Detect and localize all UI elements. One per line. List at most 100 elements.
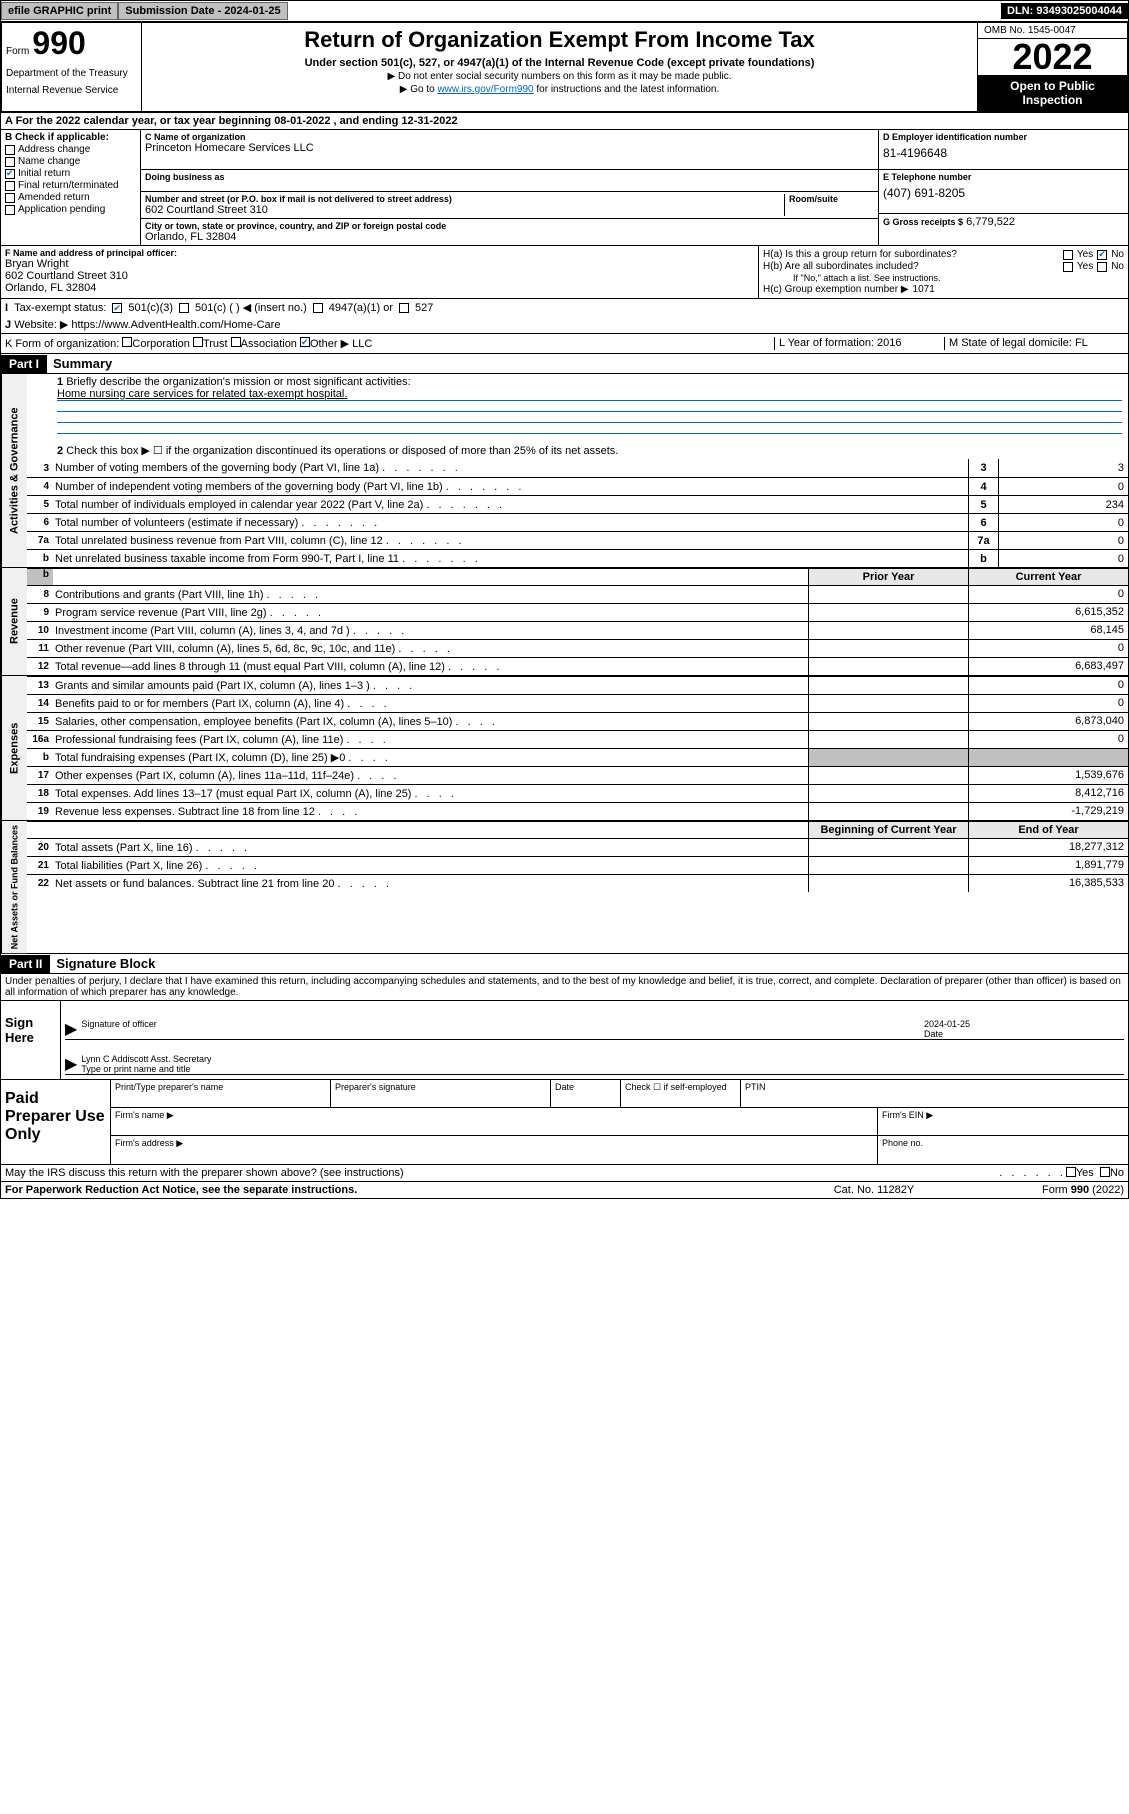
gov-line: 3Number of voting members of the governi… <box>27 459 1128 477</box>
street-label: Number and street (or P.O. box if mail i… <box>145 194 784 204</box>
col-b-checkboxes: B Check if applicable: Address changeNam… <box>1 130 141 245</box>
colb-item[interactable]: Initial return <box>5 168 136 179</box>
ha-yes-chk[interactable] <box>1063 250 1073 260</box>
discuss-row: May the IRS discuss this return with the… <box>0 1165 1129 1182</box>
other-chk[interactable] <box>300 337 310 347</box>
row-i-j: I Tax-exempt status: 501(c)(3) 501(c) ( … <box>0 299 1129 334</box>
exp-line: 14Benefits paid to or for members (Part … <box>27 694 1128 712</box>
org-info-block: B Check if applicable: Address changeNam… <box>0 130 1129 246</box>
prep-name-label: Print/Type preparer's name <box>111 1080 331 1107</box>
officer-typed-name: Lynn C Addiscott Asst. Secretary <box>81 1054 211 1064</box>
form-ref: Form 990 (2022) <box>974 1184 1124 1196</box>
side-expenses: Expenses <box>1 676 27 820</box>
colb-item[interactable]: Name change <box>5 156 136 167</box>
part-i-title: Summary <box>47 354 118 373</box>
caret-icon: ▶ <box>65 1019 77 1039</box>
discuss-text: May the IRS discuss this return with the… <box>5 1167 999 1179</box>
side-net: Net Assets or Fund Balances <box>1 821 27 953</box>
exp-line: 15Salaries, other compensation, employee… <box>27 712 1128 730</box>
street-value: 602 Courtland Street 310 <box>145 204 784 216</box>
colb-item[interactable]: Address change <box>5 144 136 155</box>
rev-line: 9Program service revenue (Part VIII, lin… <box>27 603 1128 621</box>
gov-line: 6Total number of volunteers (estimate if… <box>27 513 1128 531</box>
hb-no-chk[interactable] <box>1097 262 1107 272</box>
d-label: D Employer identification number <box>883 132 1124 142</box>
ein-value: 81-4196648 <box>883 146 1124 160</box>
tax-year: 2022 <box>978 39 1127 75</box>
discuss-yes-chk[interactable] <box>1066 1167 1076 1177</box>
prep-sig-label: Preparer's signature <box>331 1080 551 1107</box>
paperwork-notice: For Paperwork Reduction Act Notice, see … <box>5 1184 774 1196</box>
irs-label: Internal Revenue Service <box>6 85 137 96</box>
side-governance: Activities & Governance <box>1 374 27 567</box>
officer-city: Orlando, FL 32804 <box>5 282 754 294</box>
527-chk[interactable] <box>399 303 409 313</box>
footer-row: For Paperwork Reduction Act Notice, see … <box>0 1182 1129 1199</box>
colb-item[interactable]: Application pending <box>5 204 136 215</box>
exp-line: 17Other expenses (Part IX, column (A), l… <box>27 766 1128 784</box>
l1-label: Briefly describe the organization's miss… <box>66 376 410 388</box>
form-label: Form <box>6 46 29 57</box>
dba-label: Doing business as <box>145 172 874 182</box>
irs-link[interactable]: www.irs.gov/Form990 <box>437 84 533 95</box>
hc-label: H(c) Group exemption number ▶ <box>763 284 909 295</box>
hc-value: 1071 <box>913 284 935 295</box>
website-value: https://www.AdventHealth.com/Home-Care <box>71 319 280 331</box>
j-label: Website: ▶ <box>14 319 68 331</box>
corp-chk[interactable] <box>122 337 132 347</box>
sign-here-label: Sign Here <box>1 1001 61 1079</box>
exp-line: bTotal fundraising expenses (Part IX, co… <box>27 748 1128 766</box>
rev-line: 8Contributions and grants (Part VIII, li… <box>27 585 1128 603</box>
officer-street: 602 Courtland Street 310 <box>5 270 754 282</box>
501c3-chk[interactable] <box>112 303 122 313</box>
side-revenue: Revenue <box>1 568 27 675</box>
m-state: M State of legal domicile: FL <box>944 337 1124 350</box>
begin-year-hdr: Beginning of Current Year <box>808 822 968 838</box>
gov-line: 7aTotal unrelated business revenue from … <box>27 531 1128 549</box>
colb-item[interactable]: Amended return <box>5 192 136 203</box>
rev-line: 12Total revenue—add lines 8 through 11 (… <box>27 657 1128 675</box>
form-title: Return of Organization Exempt From Incom… <box>146 27 973 53</box>
hb-yes-chk[interactable] <box>1063 262 1073 272</box>
l2-text: Check this box ▶ ☐ if the organization d… <box>66 445 618 457</box>
officer-group-block: F Name and address of principal officer:… <box>0 246 1129 299</box>
sec-net-assets: Net Assets or Fund Balances Beginning of… <box>0 821 1129 954</box>
firm-name-label: Firm's name ▶ <box>111 1108 878 1135</box>
f-label: F Name and address of principal officer: <box>5 248 754 258</box>
net-line: 21Total liabilities (Part X, line 26) . … <box>27 856 1128 874</box>
ssn-warning: ▶ Do not enter social security numbers o… <box>146 71 973 82</box>
ptin-label: PTIN <box>741 1080 1128 1107</box>
discuss-no-chk[interactable] <box>1100 1167 1110 1177</box>
501c-chk[interactable] <box>179 303 189 313</box>
preparer-block: Paid Preparer Use Only Print/Type prepar… <box>0 1080 1129 1165</box>
sec-expenses: Expenses 13Grants and similar amounts pa… <box>0 676 1129 821</box>
submission-date: Submission Date - 2024-01-25 <box>118 2 287 20</box>
4947-chk[interactable] <box>313 303 323 313</box>
gross-receipts: 6,779,522 <box>966 216 1015 228</box>
form-subtitle: Under section 501(c), 527, or 4947(a)(1)… <box>146 57 973 69</box>
col-b-header: B Check if applicable: <box>5 132 136 143</box>
caret-icon: ▶ <box>65 1054 77 1074</box>
gov-line: 5Total number of individuals employed in… <box>27 495 1128 513</box>
self-emp-check[interactable]: Check ☐ if self-employed <box>621 1080 741 1107</box>
mission-text: Home nursing care services for related t… <box>57 388 347 400</box>
paid-preparer-label: Paid Preparer Use Only <box>1 1080 111 1164</box>
trust-chk[interactable] <box>193 337 203 347</box>
colb-item[interactable]: Final return/terminated <box>5 180 136 191</box>
prior-year-hdr: Prior Year <box>808 569 968 585</box>
part-ii-header: Part II Signature Block <box>0 954 1129 974</box>
assoc-chk[interactable] <box>231 337 241 347</box>
dln: DLN: 93493025004044 <box>1001 3 1128 19</box>
part-i-badge: Part I <box>1 355 47 373</box>
row-a-tax-year: A For the 2022 calendar year, or tax yea… <box>0 113 1129 130</box>
sec-revenue: Revenue b Prior Year Current Year 8Contr… <box>0 568 1129 676</box>
efile-print-button[interactable]: efile GRAPHIC print <box>1 2 118 20</box>
city-value: Orlando, FL 32804 <box>145 231 874 243</box>
row-k: K Form of organization: Corporation Trus… <box>0 334 1129 354</box>
officer-name: Bryan Wright <box>5 258 754 270</box>
phone-value: (407) 691-8205 <box>883 186 1124 200</box>
sig-date-val: 2024-01-25 <box>924 1019 970 1029</box>
firm-addr-label: Firm's address ▶ <box>111 1136 878 1164</box>
ha-no-chk[interactable] <box>1097 250 1107 260</box>
other-value: LLC <box>352 338 372 350</box>
